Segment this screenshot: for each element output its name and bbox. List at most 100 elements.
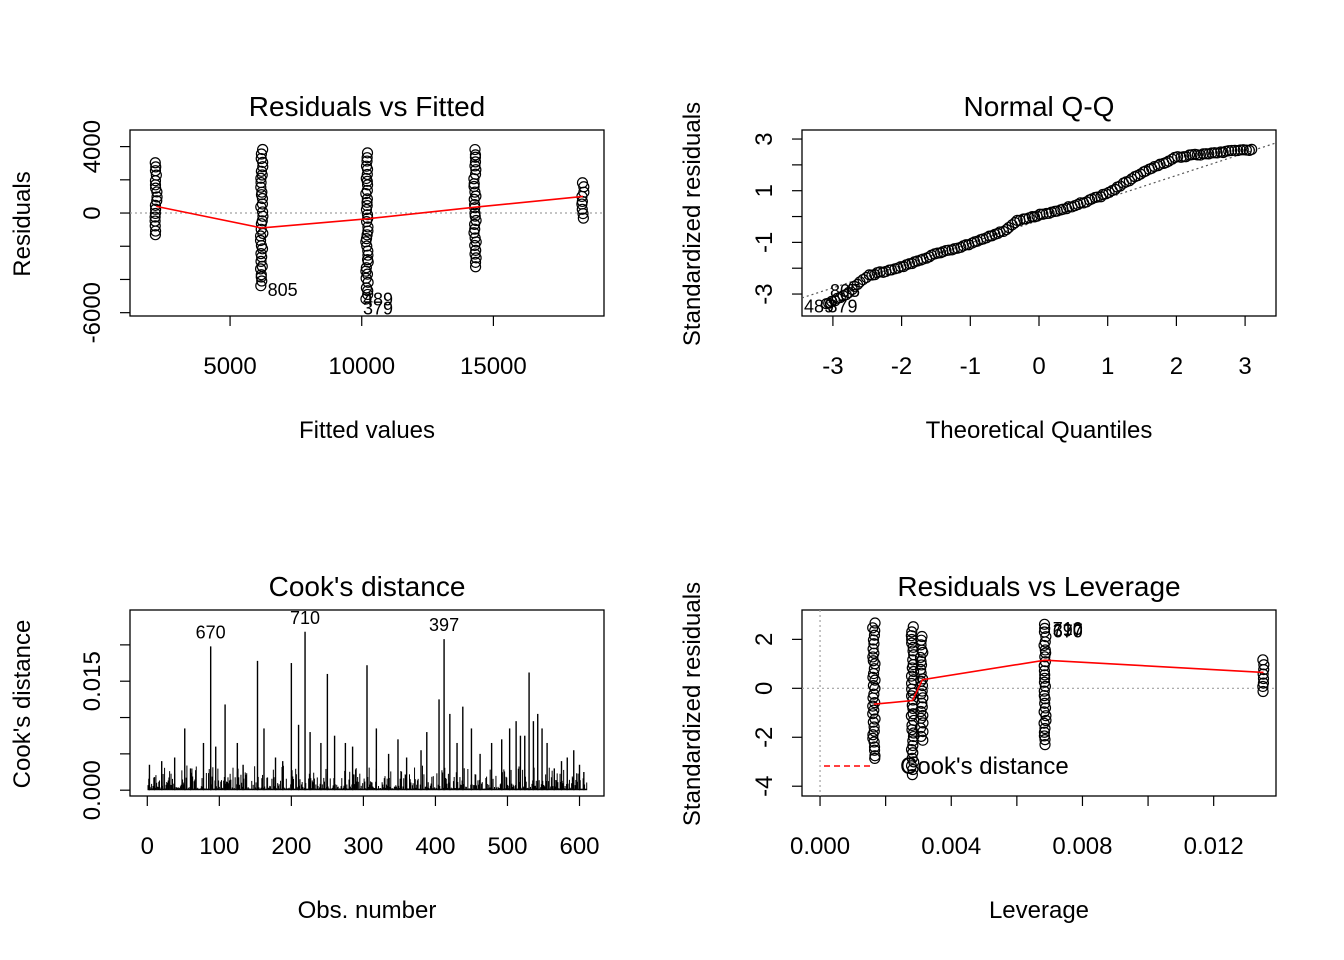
data-point: [469, 256, 482, 268]
data-point: [868, 629, 881, 641]
data-point: [151, 191, 163, 203]
data-point: [867, 692, 879, 704]
y-tick-label: -6000: [79, 282, 106, 343]
plot-title: Cook's distance: [269, 571, 466, 602]
data-point: [360, 188, 372, 200]
plot-frame: [129, 609, 605, 797]
data-point: [917, 725, 929, 738]
data-point: [149, 220, 161, 232]
data-point: [1039, 697, 1051, 709]
data-point: [470, 252, 482, 264]
data-point: [917, 692, 929, 704]
data-point: [867, 708, 879, 720]
x-tick-label: 0: [141, 833, 154, 860]
point-label: 710: [1053, 619, 1083, 639]
normal-qq-panel: Normal Q-Q Theoretical Quantiles Standar…: [679, 91, 1277, 444]
data-point: [254, 263, 267, 275]
data-point: [914, 651, 927, 664]
data-point: [361, 155, 373, 167]
qq-point: [1080, 196, 1093, 208]
x-tick-label: 100: [199, 833, 239, 860]
data-point: [1040, 710, 1052, 722]
x-tick-label: 300: [343, 833, 383, 860]
qq-point: [1114, 180, 1126, 192]
data-point: [468, 173, 480, 185]
data-point: [915, 667, 927, 679]
data-point: [469, 186, 481, 198]
data-point: [1039, 739, 1051, 751]
data-point: [907, 654, 919, 666]
data-point: [362, 285, 374, 297]
data-point: [1257, 680, 1269, 693]
y-tick-label: -4: [751, 776, 778, 797]
data-point: [361, 193, 373, 205]
data-point: [257, 156, 269, 168]
point-label: 710: [290, 608, 320, 628]
data-point: [1038, 685, 1050, 697]
data-point: [255, 255, 267, 267]
data-point: [149, 203, 162, 215]
data-point: [907, 621, 919, 633]
data-point: [362, 276, 374, 288]
data-point: [868, 721, 880, 733]
cooks-legend-label: Cook's distance: [900, 753, 1069, 780]
point-label: 805: [830, 281, 860, 301]
data-point: [1039, 669, 1051, 681]
x-tick-label: 0.000: [790, 833, 850, 860]
residuals-vs-fitted-panel: Residuals vs Fitted Fitted values Residu…: [9, 91, 605, 444]
data-point: [905, 630, 917, 642]
x-tick-label: 1: [1101, 353, 1114, 380]
x-tick-label: -3: [822, 353, 843, 380]
data-point: [1038, 730, 1051, 742]
data-point: [149, 225, 162, 237]
data-point: [1039, 651, 1051, 663]
x-tick-label: 500: [487, 833, 527, 860]
data-point: [1258, 663, 1270, 676]
data-point: [1257, 668, 1269, 680]
point-label: 397: [1053, 620, 1083, 640]
point-label: 670: [1053, 622, 1083, 642]
data-point: [257, 143, 269, 156]
x-tick-label: 15000: [460, 353, 527, 380]
y-tick-label: 0: [79, 206, 106, 219]
data-point: [906, 719, 918, 731]
data-point: [1038, 665, 1051, 677]
qq-point: [1011, 214, 1023, 226]
data-point: [868, 663, 880, 675]
plot-frame: [129, 129, 605, 317]
data-point: [469, 199, 481, 211]
data-point: [469, 143, 481, 156]
data-point: [151, 186, 163, 198]
qq-point: [1191, 149, 1204, 161]
qq-point: [869, 269, 881, 281]
point-label: 805: [268, 280, 298, 300]
data-point: [149, 229, 162, 241]
data-point: [149, 207, 161, 220]
data-point: [1038, 618, 1051, 630]
data-point: [907, 730, 920, 743]
data-point: [149, 199, 162, 211]
plot-title: Residuals vs Fitted: [249, 91, 486, 122]
x-tick-label: -2: [891, 353, 912, 380]
data-point: [255, 181, 267, 193]
data-point: [469, 210, 481, 222]
data-point: [257, 161, 269, 173]
qq-point: [994, 226, 1006, 238]
residuals-vs-leverage-panel: Residuals vs Leverage Leverage Standardi…: [679, 571, 1277, 924]
data-point: [1039, 693, 1051, 705]
data-point: [867, 729, 879, 741]
data-point: [149, 157, 161, 169]
data-point: [361, 229, 373, 241]
point-label: 379: [827, 296, 857, 316]
data-point: [1038, 676, 1051, 688]
x-tick-label: 2: [1170, 353, 1183, 380]
data-point: [468, 193, 480, 205]
data-point: [361, 175, 373, 187]
data-point: [868, 736, 880, 748]
smoother-line: [873, 659, 1264, 706]
qq-point: [955, 241, 967, 253]
data-point: [577, 212, 589, 224]
qq-point: [834, 291, 846, 304]
data-point: [362, 245, 374, 257]
